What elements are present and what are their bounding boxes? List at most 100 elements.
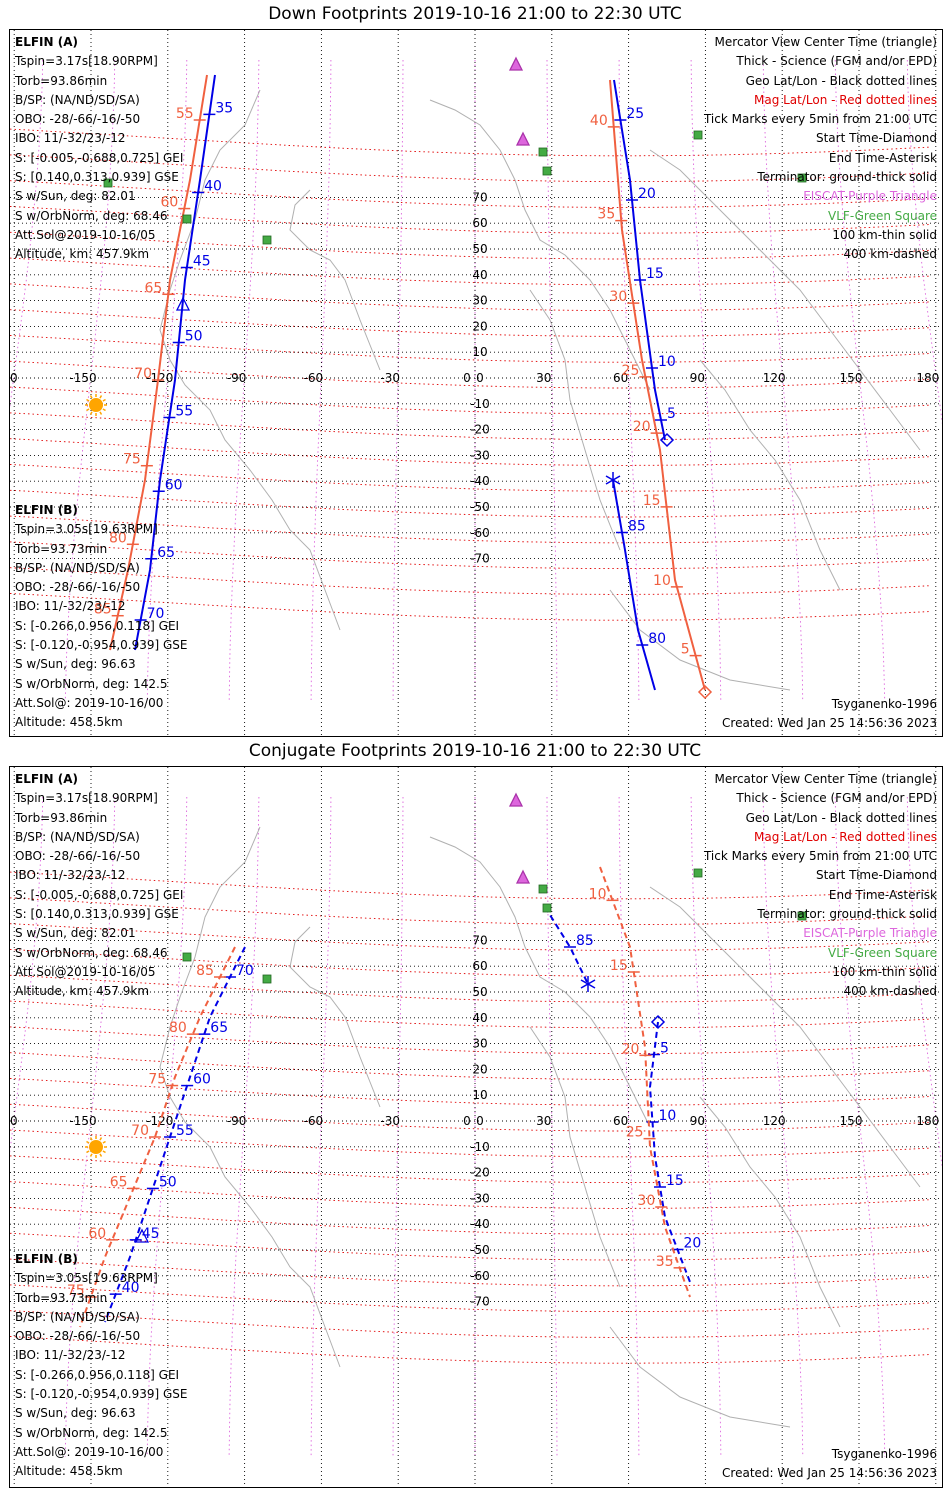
sun-ray [102,1140,106,1144]
vlf-square [542,166,552,176]
elfin-a-center-triangle [175,296,191,311]
elfin-b-start-diamond [697,684,713,700]
info-line: Altitude, km: 457.9km [15,247,150,262]
lon-tick-label: 180 [10,371,18,385]
info-line: Torb=93.73min [15,1290,108,1305]
info-line: OBO: -28/-66/-16/-50 [15,112,141,127]
info-line: B/SP: (NA/ND/SD/SA) [15,560,140,575]
elfin-a-west-tick-label: 65 [157,545,175,561]
mag-lat-line [10,567,931,595]
sun-ray [89,395,93,399]
info-line: S: [-0.266,0.956,0.118] GEI [15,618,180,633]
vlf-square [797,173,807,183]
lat-tick-label: -60 [470,1269,490,1283]
sun-ray [99,411,103,415]
elfin-a-west-tick-label: 70 [147,606,165,622]
sun-icon [89,1140,103,1154]
elfin-a-east-tick-label: 5 [667,406,676,422]
lat-tick-label: 0 [476,1114,484,1128]
legend-item: Mag Lat/Lon - Red dotted lines [753,829,937,844]
vlf-square [182,214,192,224]
elfin-b-east-tick-label: 25 [622,363,640,379]
coastline [429,836,651,1128]
mag-lat-line [10,871,931,900]
info-line: S: [0.140,0.313,0.939] GSE [15,907,179,922]
legend-item: End Time-Asterisk [828,150,937,165]
legend-item: Terminator: ground-thick solid [757,170,937,185]
coastline [159,89,341,631]
coastline [289,926,381,1108]
mag-lat-line [10,1310,931,1338]
vlf-square [797,911,807,921]
elfin-a-east-tick-label: 85 [576,933,594,949]
elfin-a-east-tick-label: 25 [626,106,644,122]
legend-item: EISCAT-Purple Triangle [803,926,937,941]
elfin-a-track-west [134,74,216,651]
elfin-b-east-tick-label: 25 [626,1125,644,1141]
sun-ray [89,1153,93,1157]
conjugate-footprints-map: 180-150-120-90-60-3003060901201501807060… [10,767,942,1487]
coastline [159,826,341,1368]
elfin-a-name: ELFIN (A) [15,35,78,49]
lat-tick-label: 60 [472,959,487,973]
mag-lat-line [10,1258,931,1287]
legend-item: Geo Lat/Lon - Black dotted lines [745,73,937,88]
mag-lat-line [10,1181,931,1209]
elfin-a-track-east-2 [648,1021,691,1283]
mag-lat-line [10,1284,931,1313]
info-line: IBO: 11/-32/23/-12 [15,868,126,883]
legend-item: Start Time-Diamond [815,131,937,146]
sun-ray [102,408,106,412]
mag-lon-line [146,59,188,701]
created-label-conj: Created: Wed Jan 25 14:56:36 2023 [722,1466,937,1480]
lon-tick-label: 90 [690,371,705,385]
lon-tick-label: 120 [763,371,786,385]
mag-lat-line [10,128,931,157]
legend-item: Tick Marks every 5min from 21:00 UTC [703,849,937,864]
lon-tick-label: -30 [380,371,400,385]
mag-lat-line [10,1232,931,1261]
elfin-b-west-tick-label: 75 [148,1072,166,1088]
info-line: S w/Sun, deg: 82.01 [15,189,136,204]
legend-conj: Mercator View Center Time (triangle) Thic… [704,770,937,1002]
info-line: Att.Sol@: 2019-10-16/00 [15,695,164,710]
elfin-b-east-tick-label: 5 [681,642,690,658]
lat-tick-label: -50 [470,1243,490,1257]
info-line: OBO: -28/-66/-16/-50 [15,849,141,864]
lat-tick-label: -40 [470,474,490,488]
legend: Mercator View Center Time (triangle) Thic… [704,33,937,265]
info-line: Att.Sol@2019-10-16/05 [15,227,156,242]
sun-ray [86,1140,90,1144]
conjugate-footprints-panel: 180-150-120-90-60-3003060901201501807060… [9,766,943,1488]
elfin-a-center-triangle [134,1228,150,1243]
mag-lat-line [10,897,931,926]
lon-tick-label: -60 [304,371,324,385]
elfin-b-east-tick-label: 35 [597,207,615,223]
elfin-b-west-tick-label: 80 [109,530,127,546]
lon-tick-label: -150 [69,1114,96,1128]
eiscat-triangle [508,792,524,807]
mag-lat-line [10,489,931,518]
mag-lat-line [10,154,931,183]
info-line: S w/OrbNorm, deg: 142.5 [15,676,168,691]
legend-list: Mercator View Center Time (triangle) Thic… [704,33,937,265]
lon-tick-label: 60 [613,371,628,385]
elfin-a-east-2-tick-label: 20 [684,1236,702,1252]
sun-ray [102,398,106,402]
eiscat-triangle [515,869,531,884]
vlf-square [103,178,113,188]
vlf-square [542,903,552,913]
info-line: Torb=93.86min [15,810,108,825]
model-label-conj: Tsyganenko-1996 [831,1447,937,1461]
info-line: Tspin=3.05s[19.63RPM] [15,522,158,537]
conjugate-footprints-title: Conjugate Footprints 2019-10-16 21:00 to… [248,741,702,761]
lon-tick-label: 0 [463,371,471,385]
elfin-b-track-east [599,866,691,1298]
elfin-a-east-2-tick-label: 80 [648,631,666,647]
elfin-a-track-east [544,906,589,985]
mag-lon-line [392,796,404,1458]
lat-tick-label: -20 [470,423,490,437]
lat-tick-label: 30 [472,294,487,308]
down-footprints-title: Down Footprints 2019-10-16 21:00 to 22:3… [268,4,682,24]
mag-lat-line [10,949,931,977]
